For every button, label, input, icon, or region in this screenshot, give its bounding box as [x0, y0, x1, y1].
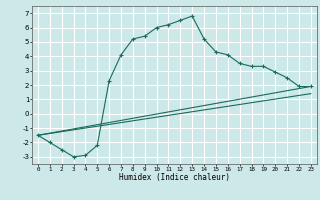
X-axis label: Humidex (Indice chaleur): Humidex (Indice chaleur) — [119, 173, 230, 182]
